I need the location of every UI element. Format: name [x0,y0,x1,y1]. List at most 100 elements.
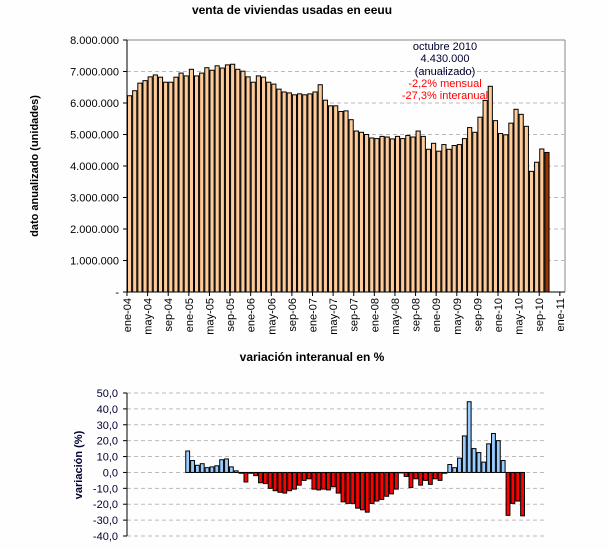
bar [286,92,292,293]
bar [271,83,277,293]
bar [379,135,385,293]
x-tick-label: ene-08 [369,298,381,332]
bar [427,471,433,485]
bar [317,84,323,293]
annotation: octubre 2010 4.430.000 (anualizado) -2,2… [402,41,488,102]
bar [183,75,189,293]
bar [333,105,339,293]
bar [481,461,487,473]
bar [152,74,158,293]
y-tick-label: -10,0 [93,483,118,495]
x-tick-label: may-06 [266,298,278,335]
bar [418,471,424,486]
bar [437,471,443,481]
bar [316,471,322,491]
bar [185,450,191,473]
bar [355,471,360,509]
bar [326,471,331,491]
bar [345,471,351,504]
bar [369,137,375,293]
bar [410,136,416,293]
y-tick-label: 6.000.000 [70,98,119,110]
top-chart-title: venta de viviendas usadas en eeuu [192,3,392,17]
bar [258,471,263,484]
bar [544,151,550,293]
bar [194,464,200,473]
y-tick-label: 1.000.000 [70,256,119,268]
bar [338,111,344,293]
y-tick-label: 10,0 [97,452,118,464]
bar [224,64,231,293]
bar [343,110,349,293]
bar [214,465,220,473]
x-tick-label: may-04 [143,298,155,335]
bar [335,471,341,494]
x-tick-label: sep-08 [411,298,423,332]
bar [276,88,282,293]
bar [204,67,210,293]
bar [266,81,272,293]
bar [359,471,365,511]
bar [508,122,514,293]
bar [495,440,501,473]
bar [456,144,462,293]
x-tick-label: may-05 [204,298,216,335]
bar [405,134,411,293]
bar [442,471,448,474]
y-tick-label: 40,0 [97,404,118,416]
bottom-chart: -40,0 -30,0 -20,0 -10,0 0,0 10,0 20,0 30,0 40,0 5… [93,388,545,543]
bar [296,471,302,486]
bar [193,75,200,293]
y-tick-label: 8.000.000 [70,35,119,47]
bar [262,471,268,485]
y-tick-label: 30,0 [97,420,118,432]
bottom-chart-title: variación interanual en % [240,350,385,364]
bar [374,138,380,293]
bar [413,471,419,480]
bar [394,135,401,293]
y-tick-label: 5.000.000 [70,130,119,142]
x-tick-label: ene-09 [431,298,443,332]
bar [248,471,254,474]
bar [467,127,473,293]
x-tick-label: sep-04 [163,298,175,332]
y-tick-label: -40,0 [93,531,118,543]
bar [420,135,426,293]
bar [364,134,370,293]
bar [457,457,462,473]
y-tick-label: 50,0 [97,388,118,400]
annotation-red-line-1: -2,2% mensual [408,78,481,90]
bar [228,466,234,473]
bar [219,459,225,473]
bar [260,76,267,293]
bar [408,471,414,489]
y-tick-label: 3.000.000 [70,193,119,205]
bar [482,99,488,293]
bar [451,145,457,293]
bar [350,471,356,504]
bar [311,471,317,490]
bar [505,471,511,516]
bar [297,93,303,293]
bar [199,72,205,293]
y-tick-label: 2.000.000 [70,224,119,236]
bar [510,471,516,504]
bar [190,460,195,473]
bar [384,471,390,497]
bar [348,119,354,293]
y-tick-label: 0,0 [103,467,118,479]
bar [447,464,453,473]
bar [513,108,519,293]
bar [235,68,241,293]
bar [321,471,326,490]
y-tick-label: -20,0 [93,499,118,511]
bar [132,90,138,293]
bar [461,138,468,293]
bar [415,130,421,293]
bar [431,142,437,293]
y-tick-label: 20,0 [97,436,118,448]
bar [214,65,220,293]
bar [306,471,312,480]
annotation-line-2: 4.430.000 [421,53,470,65]
